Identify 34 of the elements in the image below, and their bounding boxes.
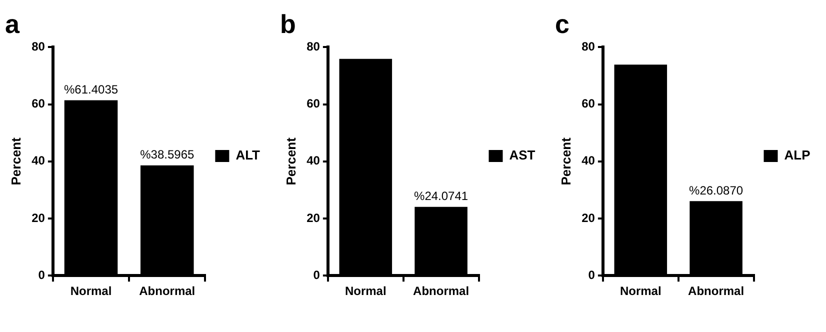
y-axis-title: Percent — [8, 136, 24, 186]
y-tick-label: 40 — [32, 154, 46, 168]
y-tick-label: 60 — [582, 96, 596, 111]
chart-title: a — [5, 8, 20, 39]
y-tick-label: 80 — [306, 40, 320, 54]
y-tick-label: 20 — [306, 210, 320, 225]
y-tick-label: 40 — [582, 154, 596, 168]
x-tick-label: Abnormal — [413, 284, 470, 298]
data-label: %24.0741 — [414, 189, 468, 204]
chart-title: b — [280, 8, 296, 39]
y-tick-label: 80 — [582, 40, 596, 54]
data-label: %38.5965 — [140, 148, 194, 162]
x-tick-label: Abnormal — [688, 284, 744, 298]
data-label: %26.0870 — [689, 183, 744, 198]
y-tick-label: 60 — [32, 96, 46, 111]
y-tick-label: 40 — [306, 154, 320, 168]
y-tick-label: 60 — [306, 96, 320, 111]
chart-title: c — [555, 8, 570, 39]
legend-label: ALT — [236, 148, 260, 163]
y-tick-label: 20 — [32, 210, 46, 225]
x-tick-label: Abnormal — [139, 284, 196, 298]
y-tick-label: 0 — [588, 268, 596, 282]
y-tick-label: 80 — [32, 40, 46, 54]
y-tick-label: 0 — [38, 268, 46, 282]
x-tick-label: Normal — [344, 284, 386, 298]
y-axis-title: Percent — [283, 136, 298, 186]
legend-label: AST — [509, 148, 536, 163]
data-label: %61.4035 — [64, 82, 118, 97]
x-tick-label: Normal — [70, 284, 112, 298]
y-tick-label: 20 — [582, 210, 596, 225]
legend-label: ALP — [784, 148, 811, 163]
y-axis-title: Percent — [558, 136, 574, 186]
y-tick-label: 0 — [313, 268, 320, 282]
x-tick-label: Normal — [620, 284, 662, 298]
